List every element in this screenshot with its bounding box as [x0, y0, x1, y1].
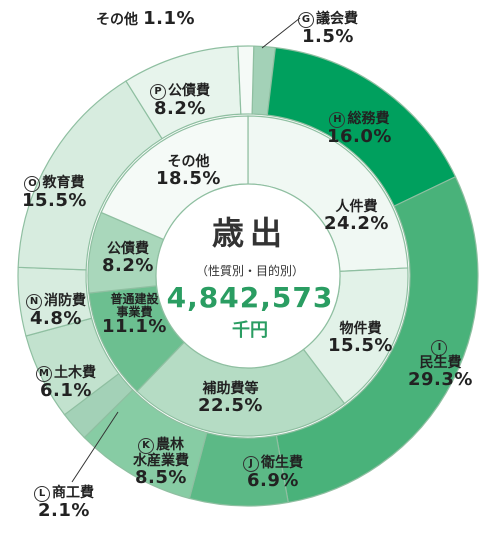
- outer-label-kosaihi: P 公債費 8.2%: [150, 84, 210, 119]
- outer-label-sonota: その他 1.1%: [96, 8, 196, 29]
- letter-badge: J: [243, 456, 259, 472]
- inner-label-bukkenhi: 物件費 15.5%: [328, 321, 393, 356]
- inner-label-jinkenhi: 人件費 24.2%: [324, 199, 389, 234]
- letter-badge: M: [36, 366, 52, 382]
- outer-label-minseihi: I 民生費 29.3%: [408, 340, 473, 390]
- center-subtitle: （性質別・目的別）: [195, 264, 304, 278]
- outer-label-shobohi: N 消防費 4.8%: [26, 294, 86, 329]
- leader-line-1: [71, 411, 119, 483]
- letter-badge: L: [34, 486, 50, 502]
- outer-label-gikaihi: G 議会費 1.5%: [298, 12, 358, 47]
- letter-badge: O: [24, 176, 41, 192]
- letter-badge: N: [26, 294, 42, 310]
- center-title: 歳出: [211, 214, 288, 252]
- letter-badge: H: [329, 112, 346, 128]
- outer-label-eiseihi: J 衛生費 6.9%: [243, 456, 303, 491]
- letter-badge: K: [138, 438, 154, 454]
- center-total: 4,842,573: [166, 281, 334, 314]
- leader-line-0: [261, 17, 301, 49]
- inner-label-sonota: その他 18.5%: [156, 154, 221, 189]
- outer-label-norinhi: K 農林 水産業費 8.5%: [133, 437, 189, 488]
- letter-badge: P: [150, 84, 166, 100]
- outer-label-somuhi: H 総務費 16.0%: [327, 111, 392, 147]
- outer-label-shokohi: L 商工費 2.1%: [34, 486, 94, 521]
- letter-badge: I: [431, 340, 448, 356]
- inner-label-kosaihi: 公債費 8.2%: [102, 241, 154, 276]
- inner-label-kensetsu: 普通建設 事業費 11.1%: [102, 292, 167, 338]
- inner-label-hojohi: 補助費等 22.5%: [198, 381, 263, 416]
- outer-slice-2: [275, 175, 479, 504]
- outer-label-dobokuhi: M 土木費 6.1%: [36, 366, 96, 401]
- outer-slice-10: [237, 45, 255, 115]
- center-unit: 千円: [232, 320, 268, 341]
- outer-label-kyoikuhi: O 教育費 15.5%: [22, 175, 87, 211]
- letter-badge: G: [298, 12, 314, 28]
- center-disc: [155, 183, 341, 369]
